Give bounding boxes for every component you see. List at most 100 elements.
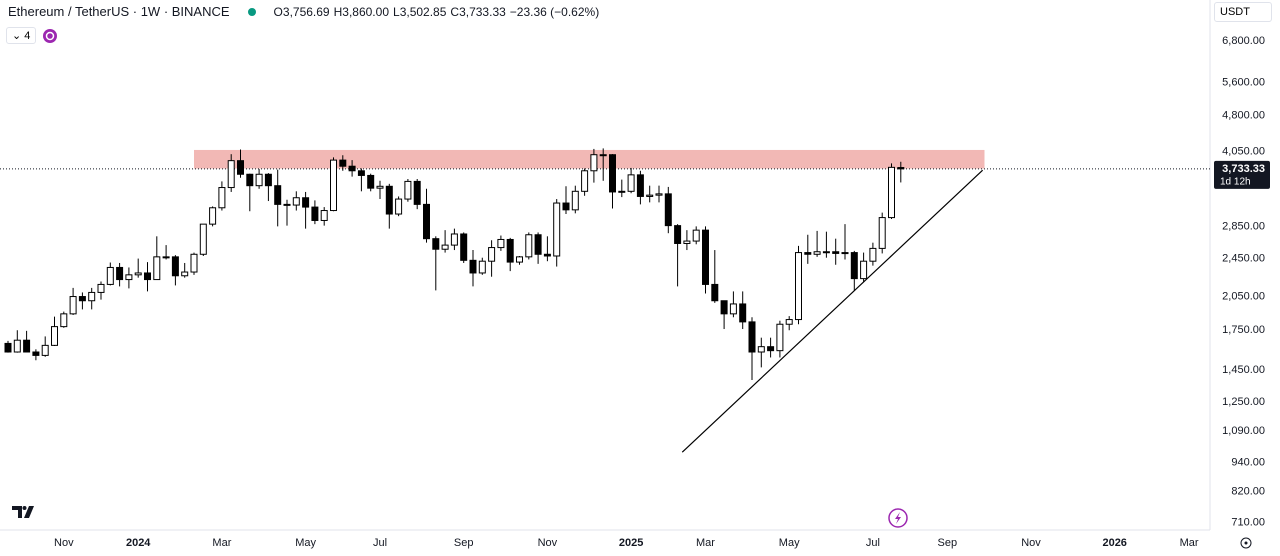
x-tick-label: 2024 (126, 537, 151, 549)
ohlc-key: C (450, 5, 460, 19)
candle-body (330, 159, 337, 212)
candle-body (78, 296, 86, 302)
x-tick-label: Nov (54, 537, 74, 549)
currency-button[interactable]: USDT (1214, 2, 1272, 22)
candle-body (562, 202, 570, 211)
price-tag-label: 3,733.33 (1222, 163, 1265, 175)
candle-body (311, 206, 319, 221)
candle-body (664, 193, 672, 227)
candle-body (385, 185, 393, 215)
candle-body (581, 170, 589, 192)
x-tick-label: May (295, 537, 316, 549)
x-tick-label: Nov (538, 537, 558, 549)
candle-body (237, 160, 244, 175)
candle-body (255, 173, 263, 187)
candle-body (822, 251, 830, 254)
y-tick-label: 6,800.00 (1222, 35, 1265, 47)
y-tick-label: 1,750.00 (1222, 324, 1265, 336)
candle-body (543, 253, 551, 257)
candle-body (292, 197, 300, 206)
candle-body (357, 170, 365, 176)
plot (0, 148, 1210, 453)
indicator-toggle[interactable]: ⌄ 4 (6, 27, 37, 44)
candle-body (683, 240, 691, 244)
candle-body (860, 260, 868, 280)
candle-body (227, 160, 235, 189)
y-tick-label: 1,450.00 (1222, 364, 1265, 376)
candle-body (655, 193, 663, 196)
indicator-count: 4 (24, 30, 31, 42)
candle-body (692, 229, 700, 242)
candle-body (134, 272, 142, 276)
candle-body (888, 166, 895, 219)
candle-body (274, 185, 282, 205)
candle-body (469, 259, 477, 274)
y-tick-label: 2,450.00 (1222, 252, 1265, 264)
candle-body (32, 351, 40, 356)
candle-body (23, 339, 31, 353)
resistance-zone (194, 149, 985, 169)
candle-body (181, 271, 189, 277)
indicators: ⌄ 4 (6, 27, 58, 44)
candle-body (348, 165, 356, 172)
y-tick-label: 820.00 (1231, 486, 1265, 498)
y-tick-label: 5,600.00 (1222, 76, 1265, 88)
y-tick-label: 1,250.00 (1222, 396, 1265, 408)
candle-body (162, 256, 170, 259)
sync-icon[interactable] (42, 28, 58, 44)
candle-body (674, 225, 682, 244)
status-dot (247, 7, 256, 16)
candle-body (51, 326, 58, 346)
candle-body (302, 197, 310, 208)
candle-body (320, 210, 328, 221)
ohlc-value: 3,733.33 (459, 5, 506, 19)
y-tick-label: 2,850.00 (1222, 220, 1265, 232)
candle-body (702, 229, 709, 285)
candle-body (729, 303, 737, 315)
candle-body (404, 180, 412, 200)
candle-body (609, 154, 616, 193)
candle-body (711, 283, 719, 302)
candle-body (283, 203, 291, 206)
ohlc-value: 3,756.69 (282, 5, 330, 19)
alert-icon[interactable] (888, 508, 908, 528)
candle-body (218, 187, 226, 209)
candle-body (209, 207, 217, 225)
candle-body (497, 238, 505, 249)
y-tick-label: 710.00 (1231, 516, 1265, 528)
candle-body (88, 291, 96, 302)
candle-body (13, 339, 21, 353)
candle-body (804, 252, 812, 255)
candle-body (116, 266, 124, 281)
candle-body (144, 272, 151, 281)
x-tick-label: Nov (1021, 537, 1041, 549)
candle-body (720, 300, 728, 315)
candle-body (841, 252, 849, 255)
candle-body (246, 173, 254, 187)
candle-body (506, 238, 514, 263)
candle-body (767, 346, 775, 352)
candle-body (413, 180, 421, 205)
x-tick-label: Mar (212, 537, 231, 549)
x-tick-label: Sep (454, 537, 474, 549)
candle-body (748, 321, 756, 353)
candle-body (190, 253, 198, 273)
candle-body (590, 154, 598, 172)
candle-body (41, 344, 49, 356)
candle-body (618, 190, 626, 193)
candle-body (832, 251, 840, 254)
candle-body (376, 185, 384, 189)
candle-body (106, 266, 114, 285)
candle-body (850, 252, 858, 280)
candle-body (813, 251, 821, 255)
candle-body (795, 252, 802, 321)
candle-body (450, 233, 458, 246)
x-tick-label: Jul (866, 537, 880, 549)
candle-body (785, 319, 793, 325)
symbol[interactable]: Ethereum / TetherUS · 1W · BINANCE (8, 4, 230, 19)
candle-body (432, 238, 440, 250)
x-tick-label: 2026 (1102, 537, 1126, 549)
settings-icon[interactable] (1240, 537, 1252, 549)
y-tick-label: 4,800.00 (1222, 109, 1265, 121)
